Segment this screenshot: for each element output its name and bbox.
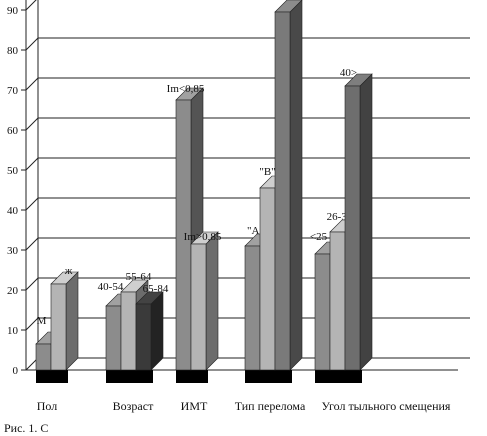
x-tick-label: Тип перелома xyxy=(235,399,306,413)
bar-data-label: М xyxy=(37,315,47,327)
bar-side xyxy=(359,73,373,371)
gridline-side xyxy=(25,157,39,171)
x-tick-label: Пол xyxy=(37,399,58,413)
bar-data-label: 40> xyxy=(340,67,357,79)
y-tick-label: 90 xyxy=(7,5,19,17)
y-tick-label: 50 xyxy=(7,165,19,177)
y-tick-label: 30 xyxy=(7,245,19,257)
gridline-side xyxy=(25,117,39,131)
bar xyxy=(244,245,261,371)
y-tick-label: 40 xyxy=(7,205,19,217)
bar-base-front xyxy=(36,370,68,383)
figure-caption: Рис. 1. С xyxy=(4,421,49,435)
bar xyxy=(329,231,346,371)
bar-data-label: <25 xyxy=(310,231,328,243)
bar xyxy=(35,343,52,371)
bar xyxy=(135,303,152,371)
bar-data-label: 65-84 xyxy=(143,283,169,295)
bar-side xyxy=(289,0,303,371)
bar xyxy=(50,283,67,371)
x-tick-label: Возраст xyxy=(113,399,154,413)
bar-base-front xyxy=(315,370,362,383)
bar xyxy=(120,291,137,371)
bar-data-label: Im>0,85 xyxy=(184,231,222,243)
bar-data-label: ж xyxy=(64,265,73,277)
y-tick-label: 20 xyxy=(7,285,19,297)
gridline-side xyxy=(25,317,39,331)
bar-base-front xyxy=(106,370,153,383)
y-tick-label: 70 xyxy=(7,85,19,97)
bar-side xyxy=(65,271,79,371)
bar-side xyxy=(150,291,164,371)
x-tick-label: ИМТ xyxy=(181,399,208,413)
y-tick-label: 80 xyxy=(7,45,19,57)
y-tick-label: 60 xyxy=(7,125,19,137)
bar-data-label: "В" xyxy=(259,166,275,178)
y-tick-label: 0 xyxy=(13,365,19,377)
bar-side xyxy=(205,231,219,371)
bar xyxy=(190,243,207,371)
gridline-side xyxy=(25,197,39,211)
bar xyxy=(344,85,361,371)
y-tick-label: 10 xyxy=(7,325,19,337)
bar-data-label: Im<0,85 xyxy=(167,83,205,95)
gridline-side xyxy=(25,77,39,91)
bar-base-front xyxy=(176,370,208,383)
x-tick-label: Угол тыльного смещения xyxy=(322,399,451,413)
bar xyxy=(175,99,192,371)
bar-data-label: 40-54 xyxy=(98,281,124,293)
bar xyxy=(314,253,331,371)
gridline-side xyxy=(25,37,39,51)
gridline-side xyxy=(25,237,39,251)
bar-data-label: 55-64 xyxy=(126,271,152,283)
bar-base-front xyxy=(245,370,292,383)
gridline-side xyxy=(25,277,39,291)
bar xyxy=(105,305,122,371)
gridline-side xyxy=(25,0,37,11)
bar xyxy=(274,11,291,371)
bar xyxy=(259,187,276,371)
